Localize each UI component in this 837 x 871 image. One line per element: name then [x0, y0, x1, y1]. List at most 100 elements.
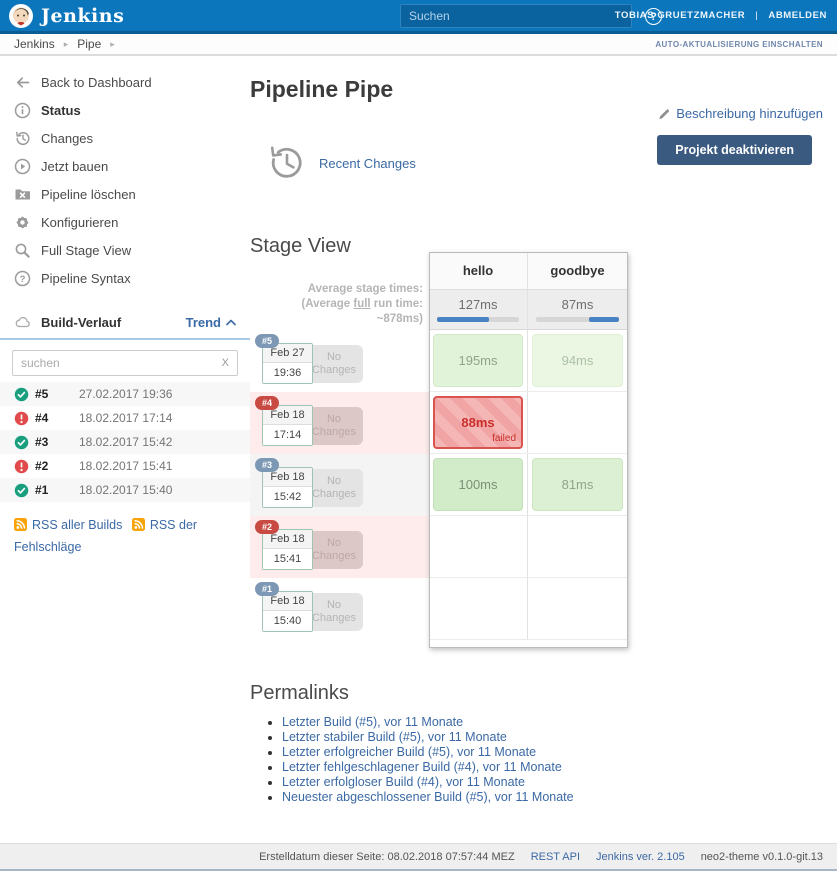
build-row[interactable]: #5 27.02.2017 19:36 — [0, 382, 250, 406]
permalink-item: Letzter fehlgeschlagener Build (#4), vor… — [282, 760, 823, 775]
jenkins-butler-icon — [9, 3, 33, 28]
build-history-title: Build-Verlauf — [41, 315, 122, 330]
build-row[interactable]: #2 18.02.2017 15:41 — [0, 454, 250, 478]
rest-api-link[interactable]: REST API — [530, 850, 581, 863]
trend-toggle[interactable]: Trend — [186, 315, 236, 330]
permalink-last-successful[interactable]: Letzter erfolgreicher Build (#5), vor 11… — [282, 745, 537, 759]
rss-failures-link[interactable]: RSS der Fehlschläge — [14, 518, 198, 554]
run-date-box[interactable]: Feb 18 15:40 — [262, 591, 313, 632]
breadcrumb-pipe[interactable]: Pipe — [77, 37, 102, 51]
logout-link[interactable]: ABMELDEN — [768, 10, 827, 21]
sidebar-item-status[interactable]: Status — [0, 96, 250, 124]
sidebar-item-changes[interactable]: Changes — [0, 124, 250, 152]
run-badge[interactable]: #3 — [255, 458, 280, 472]
run-badge[interactable]: #2 — [255, 520, 280, 534]
build-row[interactable]: #3 18.02.2017 15:42 — [0, 430, 250, 454]
average-cell-goodbye: 87ms — [528, 290, 627, 330]
run-row-5: #5 Feb 27 19:36 No Changes 195ms 94ms — [250, 330, 628, 392]
sidebar-item-jetzt-bauen[interactable]: Jetzt bauen — [0, 152, 250, 180]
arrow-left-icon — [16, 76, 30, 88]
build-row[interactable]: #4 18.02.2017 17:14 — [0, 406, 250, 430]
search-help-icon[interactable]: ? — [645, 8, 662, 25]
no-changes-label: No Changes — [305, 469, 363, 507]
recent-changes-link[interactable]: Recent Changes — [319, 155, 416, 171]
sidebar-item-label: Changes — [41, 130, 94, 146]
page-footer: Erstelldatum dieser Seite: 08.02.2018 07… — [0, 843, 837, 869]
add-description-link[interactable]: Beschreibung hinzufügen — [657, 106, 823, 121]
breadcrumb-arrow-icon: ▸ — [63, 38, 69, 49]
breadcrumb-jenkins[interactable]: Jenkins — [14, 37, 55, 51]
permalinks-title: Permalinks — [250, 682, 349, 704]
breadcrumb: Jenkins ▸ Pipe ▸ AUTO-AKTUALISIERUNG EIN… — [0, 34, 837, 56]
permalink-last-build[interactable]: Letzter Build (#5), vor 11 Monate — [282, 715, 464, 729]
rss-icon — [14, 518, 27, 531]
build-history-panel: Build-Verlauf Trend X #5 2 — [0, 306, 250, 557]
build-id: #2 — [35, 459, 49, 473]
build-date: 18.02.2017 17:14 — [79, 411, 173, 425]
permalink-last-completed[interactable]: Neuester abgeschlossener Build (#5), vor… — [282, 790, 574, 804]
permalink-last-unsuccessful[interactable]: Letzter erfolgloser Build (#4), vor 11 M… — [282, 775, 525, 789]
build-row[interactable]: #1 18.02.2017 15:40 — [0, 478, 250, 502]
rss-icon — [131, 518, 145, 531]
no-changes-label: No Changes — [305, 593, 363, 631]
permalink-last-failed[interactable]: Letzter fehlgeschlagener Build (#4), vor… — [282, 760, 562, 774]
cloud-icon — [15, 317, 30, 328]
stage-cell[interactable]: 94ms — [532, 334, 623, 387]
sidebar-item-full-stage-view[interactable]: Full Stage View — [0, 236, 250, 264]
user-name-link[interactable]: TOBIAS GRUETZMACHER — [614, 10, 746, 21]
stage-cell[interactable]: 100ms — [433, 458, 523, 511]
chevron-up-icon — [226, 319, 236, 326]
run-date-box[interactable]: Feb 18 15:42 — [262, 467, 313, 508]
no-changes-label: No Changes — [305, 531, 363, 569]
average-stage-times-label: Average stage times: (Average full run t… — [301, 283, 423, 325]
recent-changes-icon — [270, 146, 302, 178]
stage-cell[interactable]: 195ms — [433, 334, 523, 387]
top-header: Jenkins ? TOBIAS GRUETZMACHER | ABMELDEN — [0, 0, 837, 34]
sidebar-item-pipeline-syntax[interactable]: ? Pipeline Syntax — [0, 264, 250, 292]
jenkins-home-link[interactable]: Jenkins — [0, 3, 124, 29]
play-icon — [14, 158, 31, 174]
sidebar-item-label: Status — [41, 102, 81, 118]
run-row-2: #2 Feb 18 15:41 No Changes — [250, 516, 628, 578]
brand-title: Jenkins — [41, 4, 125, 27]
global-search-input[interactable] — [400, 4, 632, 28]
build-id: #5 — [35, 387, 49, 401]
failed-status-icon — [14, 459, 29, 473]
stage-cell-failed[interactable]: 88ms failed — [433, 396, 523, 449]
sidebar-item-label: Full Stage View — [41, 242, 132, 258]
build-search-input[interactable] — [21, 356, 222, 370]
permalink-item: Letzter erfolgreicher Build (#5), vor 11… — [282, 745, 823, 760]
success-status-icon — [14, 387, 29, 401]
run-badge[interactable]: #4 — [255, 396, 280, 410]
run-badge[interactable]: #5 — [255, 334, 280, 348]
search-icon — [15, 243, 30, 258]
main-content: Pipeline Pipe Beschreibung hinzufügen Pr… — [250, 56, 837, 805]
permalink-item: Neuester abgeschlossener Build (#5), vor… — [282, 790, 823, 805]
jenkins-version-link[interactable]: Jenkins ver. 2.105 — [596, 850, 685, 863]
sidebar-item-back-to-dashboard[interactable]: Back to Dashboard — [0, 68, 250, 96]
permalink-item: Letzter Build (#5), vor 11 Monate — [282, 715, 823, 730]
clear-search-icon[interactable]: X — [221, 357, 229, 369]
run-badge[interactable]: #1 — [255, 582, 280, 596]
rss-all-builds-link[interactable]: RSS aller Builds — [32, 518, 123, 532]
sidebar-item-pipeline-loeschen[interactable]: Pipeline löschen — [0, 180, 250, 208]
permalink-last-stable[interactable]: Letzter stabiler Build (#5), vor 11 Mona… — [282, 730, 507, 744]
gear-icon — [16, 216, 29, 228]
history-icon — [16, 131, 30, 145]
disable-project-button[interactable]: Projekt deaktivieren — [657, 134, 813, 165]
build-date: 18.02.2017 15:42 — [79, 435, 173, 449]
stage-column-hello: hello — [429, 252, 528, 290]
run-date-box[interactable]: Feb 27 19:36 — [262, 343, 313, 384]
breadcrumb-arrow-icon: ▸ — [110, 38, 115, 49]
build-id: #1 — [35, 483, 49, 497]
build-date: 18.02.2017 15:40 — [79, 483, 173, 497]
build-list: #5 27.02.2017 19:36 #4 18.02.2017 17:14 … — [0, 382, 250, 502]
run-date-box[interactable]: Feb 18 17:14 — [262, 405, 313, 446]
sidebar-item-konfigurieren[interactable]: Konfigurieren — [0, 208, 250, 236]
stage-cell[interactable]: 81ms — [532, 458, 623, 511]
no-changes-label: No Changes — [305, 407, 363, 445]
question-icon: ? — [14, 270, 31, 286]
success-status-icon — [14, 483, 29, 497]
auto-refresh-link[interactable]: AUTO-AKTUALISIERUNG EINSCHALTEN — [655, 39, 823, 49]
run-date-box[interactable]: Feb 18 15:41 — [262, 529, 313, 570]
